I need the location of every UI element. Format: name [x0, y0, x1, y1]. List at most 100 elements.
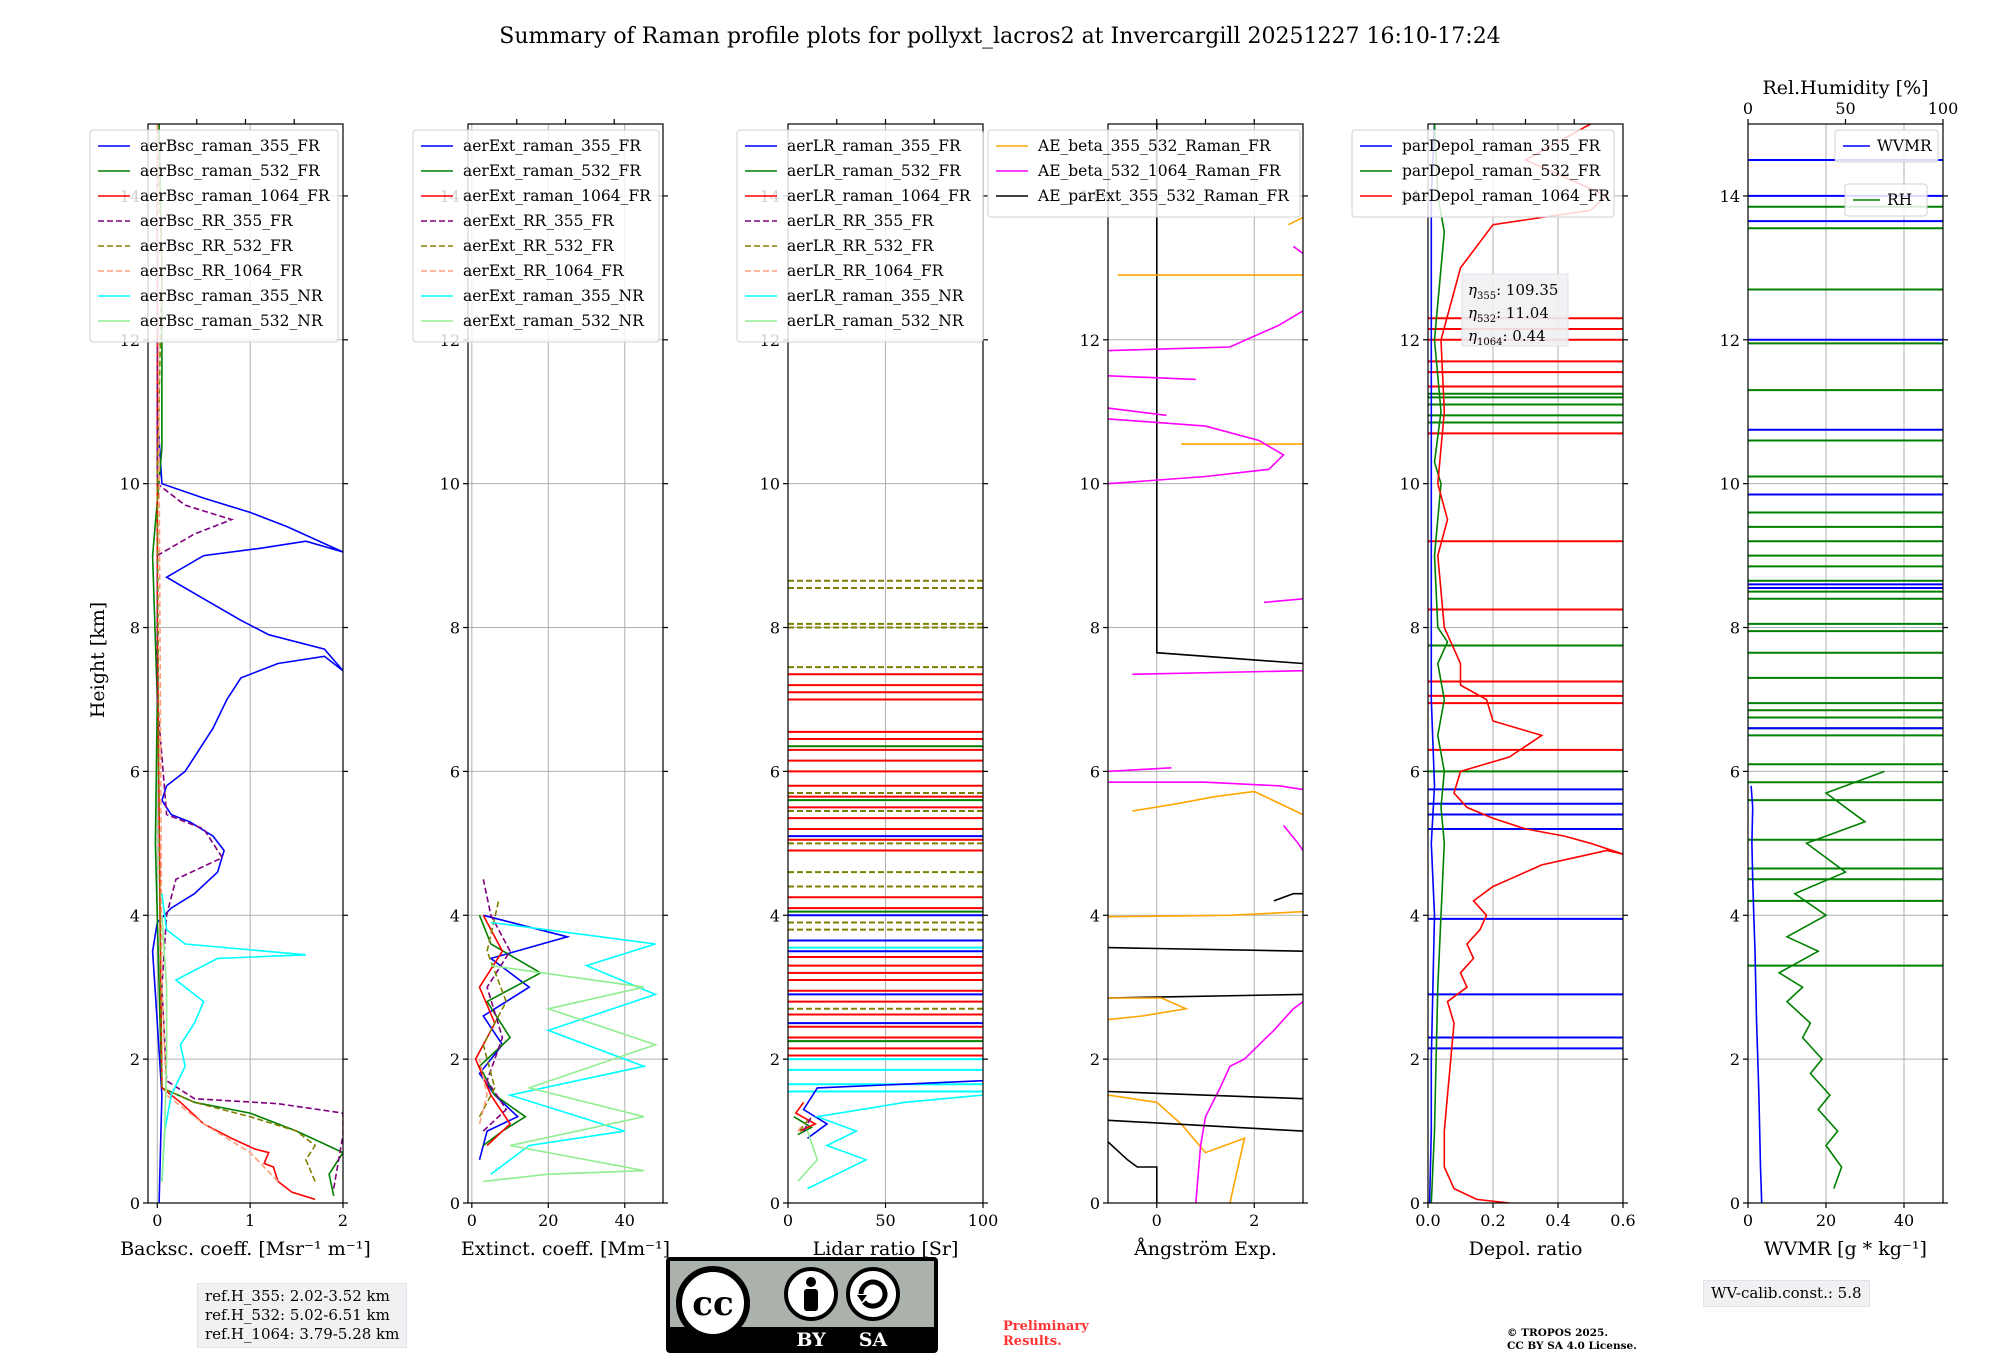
- legend: aerExt_raman_355_FR aerExt_raman_532_FRae…: [412, 129, 660, 343]
- legend-entry: aerExt_raman_532_FR: [463, 162, 642, 180]
- cc-by-sa-badge[interactable]: cc BY SA: [666, 1257, 938, 1353]
- series-line: [161, 893, 306, 1182]
- x-tick-label: 40: [615, 1211, 635, 1230]
- legend-entry: parDepol_raman_1064_FR: [1402, 187, 1611, 205]
- legend-entry: aerExt_raman_355_NR: [463, 287, 645, 305]
- series-line: [1108, 1141, 1158, 1203]
- series-line: [1108, 1090, 1303, 1100]
- series-line: [1273, 892, 1303, 902]
- top-x-tick-label: 50: [1835, 99, 1855, 118]
- preliminary-line-2: Results.: [1003, 1334, 1062, 1349]
- legend-entry: aerLR_raman_532_NR: [787, 312, 965, 330]
- panel-data: [474, 879, 658, 1183]
- x-axis-label: WVMR [g * kg⁻¹]: [1764, 1238, 1927, 1260]
- x-tick-label: 20: [538, 1211, 558, 1230]
- x-tick-label: 0.6: [1610, 1211, 1635, 1230]
- y-tick-label: 2: [130, 1050, 140, 1069]
- series-line: [1108, 1094, 1246, 1203]
- series-line: [161, 915, 168, 1182]
- legend-entry: AE_parExt_355_532_Raman_FR: [1037, 187, 1290, 205]
- y-tick-label: 14: [1720, 187, 1740, 206]
- y-tick-label: 6: [1410, 762, 1420, 781]
- series-line: [483, 964, 658, 1183]
- y-tick-label: 10: [760, 475, 780, 494]
- series-line: [1108, 407, 1167, 417]
- series-line: [151, 124, 343, 1196]
- series-line: [482, 879, 512, 1132]
- y-tick-label: 2: [1730, 1050, 1740, 1069]
- y-tick-label: 2: [1410, 1050, 1420, 1069]
- x-tick-label: 0: [1152, 1211, 1162, 1230]
- wv-calibration-constant: WV-calib.const.: 5.8: [1711, 1284, 1862, 1302]
- legend-entry: RH: [1887, 191, 1912, 209]
- eta-value: η355: 109.35: [1468, 281, 1558, 302]
- series-line: [1263, 598, 1303, 604]
- y-tick-label: 6: [1090, 762, 1100, 781]
- series-line: [1436, 124, 1623, 1203]
- series-line: [1108, 375, 1196, 381]
- y-tick-label: 12: [1080, 331, 1100, 350]
- legend-entry: aerExt_raman_532_NR: [463, 312, 645, 330]
- series-line: [1428, 124, 1436, 1203]
- wv-calibration-box: WV-calib.const.: 5.8: [1703, 1280, 1870, 1307]
- series-line: [1430, 124, 1449, 1203]
- y-tick-label: 8: [770, 619, 780, 638]
- series-line: [794, 1101, 818, 1132]
- legend-entry: aerBsc_raman_355_NR: [140, 287, 324, 305]
- y-tick-label: 10: [120, 475, 140, 494]
- x-tick-label: 0: [783, 1211, 793, 1230]
- series-line: [1108, 1119, 1303, 1132]
- y-tick-label: 6: [450, 762, 460, 781]
- legend: aerBsc_raman_355_FR aerBsc_raman_532_FRae…: [89, 129, 339, 343]
- y-tick-label: 4: [1730, 906, 1740, 925]
- series-line: [802, 1116, 813, 1132]
- series-line: [1108, 418, 1285, 485]
- x-axis-label: Backsc. coeff. [Msr⁻¹ m⁻¹]: [120, 1238, 371, 1260]
- legend-entry: aerExt_RR_355_FR: [463, 212, 615, 230]
- cc-logo-icon: [676, 1266, 750, 1340]
- y-tick-label: 2: [450, 1050, 460, 1069]
- y-tick-label: 0: [130, 1194, 140, 1213]
- legend-entry: aerBsc_raman_1064_FR: [140, 187, 331, 205]
- series-line: [793, 1116, 814, 1136]
- legend-rh: RH: [1844, 183, 1928, 217]
- legend-entry: aerExt_RR_1064_FR: [463, 262, 625, 280]
- x-tick-label: 0: [152, 1211, 162, 1230]
- legend-entry: aerLR_RR_532_FR: [787, 237, 935, 255]
- y-tick-label: 0: [1410, 1194, 1420, 1213]
- y-tick-label: 8: [130, 619, 140, 638]
- series-line: [1195, 1000, 1303, 1203]
- legend-entry: aerBsc_RR_532_FR: [140, 237, 294, 255]
- x-axis-label: Depol. ratio: [1469, 1238, 1583, 1260]
- legend-entry: aerBsc_raman_355_FR: [140, 137, 321, 155]
- series-line: [797, 1123, 805, 1132]
- legend-entry: aerLR_raman_532_FR: [787, 162, 962, 180]
- y-tick-label: 8: [1410, 619, 1420, 638]
- x-tick-label: 0: [1743, 1211, 1753, 1230]
- legend: aerLR_raman_355_FR aerLR_raman_532_FR aerL…: [736, 129, 984, 343]
- y-tick-label: 0: [1090, 1194, 1100, 1213]
- series-line: [1777, 770, 1885, 1189]
- eta-value: η1064: 0.44: [1468, 327, 1546, 348]
- legend: parDepol_raman_355_FR parDepol_raman_532_…: [1351, 129, 1615, 218]
- y-tick-label: 2: [770, 1050, 780, 1069]
- panel-data: [1428, 124, 1623, 1203]
- x-tick-label: 100: [968, 1211, 999, 1230]
- series-line: [1292, 245, 1303, 255]
- panel-3: 02468101214050100Lidar ratio [Sr]aerLR_r…: [736, 119, 999, 1260]
- y-tick-label: 6: [130, 762, 140, 781]
- legend-entry: aerLR_raman_355_NR: [787, 287, 965, 305]
- axes-frame: [1747, 123, 1944, 1204]
- series-line: [478, 900, 508, 1118]
- x-tick-label: 0.0: [1415, 1211, 1440, 1230]
- series-line: [478, 1058, 488, 1125]
- series-line: [1288, 216, 1303, 226]
- legend-entry: parDepol_raman_532_FR: [1402, 162, 1602, 180]
- copyright-line-2: CC BY SA 4.0 License.: [1507, 1340, 1637, 1352]
- top-axis-label: Rel.Humidity [%]: [1762, 77, 1928, 99]
- x-tick-label: 20: [1816, 1211, 1836, 1230]
- y-tick-label: 10: [1720, 475, 1740, 494]
- legend-entry: aerBsc_RR_355_FR: [140, 212, 294, 230]
